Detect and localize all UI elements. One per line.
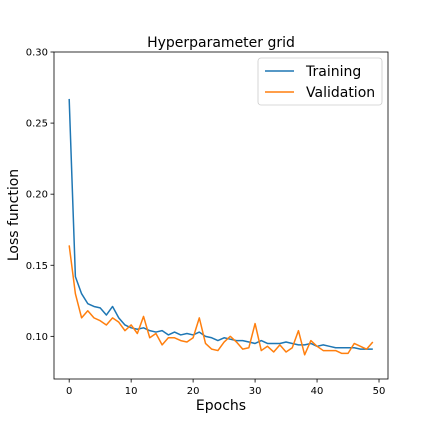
x-axis-label: Epochs xyxy=(196,398,246,414)
legend-box xyxy=(257,57,383,106)
plot-area xyxy=(68,98,374,356)
chart-title: Hyperparameter grid xyxy=(147,35,295,51)
series-line-training xyxy=(68,98,373,350)
legend-label-validation: Validation xyxy=(306,85,375,101)
series-line-validation xyxy=(68,245,374,356)
legend: Training Validation xyxy=(257,57,383,106)
y-tick-label: 0.25 xyxy=(26,119,48,130)
y-axis-ticks: 0.10 0.15 0.20 0.25 0.30 xyxy=(26,48,54,343)
x-tick-label: 30 xyxy=(249,386,262,397)
y-axis-label: Loss function xyxy=(6,169,22,261)
x-tick-label: 40 xyxy=(311,386,324,397)
x-axis-ticks: 0 10 20 30 40 50 xyxy=(66,379,385,397)
legend-label-training: Training xyxy=(305,64,361,80)
y-tick-label: 0.20 xyxy=(26,190,48,201)
y-tick-label: 0.30 xyxy=(26,48,48,59)
x-tick-label: 10 xyxy=(125,386,138,397)
axes-frame xyxy=(53,51,389,380)
x-tick-label: 20 xyxy=(187,386,200,397)
x-tick-label: 0 xyxy=(66,386,72,397)
x-tick-label: 50 xyxy=(373,386,386,397)
y-tick-label: 0.15 xyxy=(26,261,48,272)
y-tick-label: 0.10 xyxy=(26,332,48,343)
